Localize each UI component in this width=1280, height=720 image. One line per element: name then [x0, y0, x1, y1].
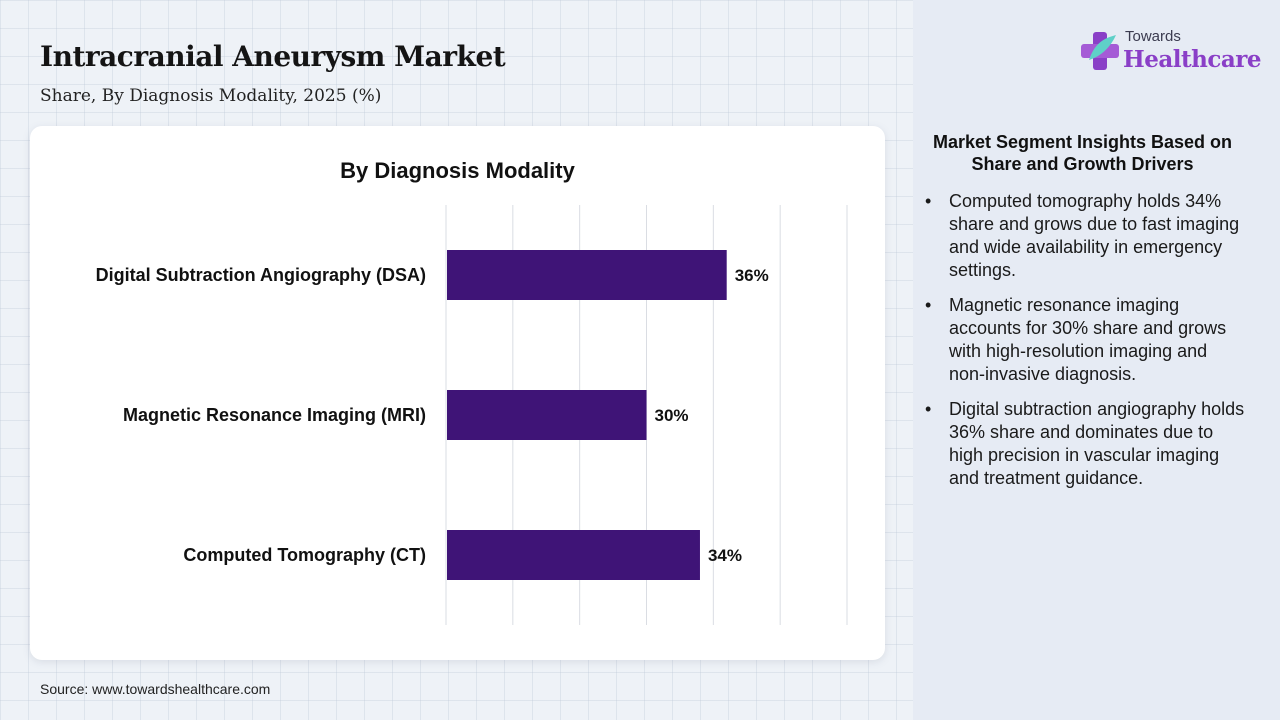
- data-label: 36%: [735, 266, 769, 285]
- chart-title: By Diagnosis Modality: [340, 158, 575, 183]
- page-subtitle: Share, By Diagnosis Modality, 2025 (%): [40, 86, 382, 106]
- medical-cross-icon: [1081, 32, 1119, 70]
- category-label: Digital Subtraction Angiography (DSA): [96, 265, 426, 285]
- insights-panel: [913, 0, 1280, 720]
- insights-list: • Computed tomography holds 34% share and…: [925, 190, 1245, 502]
- bar-chart: Digital Subtraction Angiography (DSA) 36%…: [96, 205, 848, 625]
- insight-item: • Digital subtraction angiography holds 3…: [925, 398, 1245, 490]
- logo-main-text: Healthcare: [1123, 46, 1262, 73]
- bar: [447, 530, 700, 580]
- category-label: Magnetic Resonance Imaging (MRI): [123, 405, 426, 425]
- insight-text: Magnetic resonance imaging accounts for …: [949, 295, 1227, 384]
- bullet-icon: •: [925, 295, 932, 315]
- data-label: 34%: [708, 546, 742, 565]
- source-note: Source: www.towardshealthcare.com: [40, 681, 271, 697]
- insight-item: • Computed tomography holds 34% share and…: [925, 190, 1245, 282]
- category-label: Computed Tomography (CT): [183, 545, 426, 565]
- insights-title: Market Segment Insights Based on Share a…: [932, 132, 1233, 174]
- data-label: 30%: [655, 406, 689, 425]
- insight-text: Computed tomography holds 34% share and …: [949, 191, 1240, 280]
- bullet-icon: •: [925, 191, 932, 211]
- bar: [447, 390, 647, 440]
- insight-item: • Magnetic resonance imaging accounts for…: [925, 294, 1245, 386]
- brand-logo: Towards Healthcare: [1080, 28, 1262, 78]
- insight-text: Digital subtraction angiography holds 36…: [949, 399, 1245, 488]
- bullet-icon: •: [925, 399, 932, 419]
- bar: [447, 250, 727, 300]
- page-title: Intracranial Aneurysm Market: [40, 40, 506, 73]
- logo-top-text: Towards: [1125, 28, 1181, 45]
